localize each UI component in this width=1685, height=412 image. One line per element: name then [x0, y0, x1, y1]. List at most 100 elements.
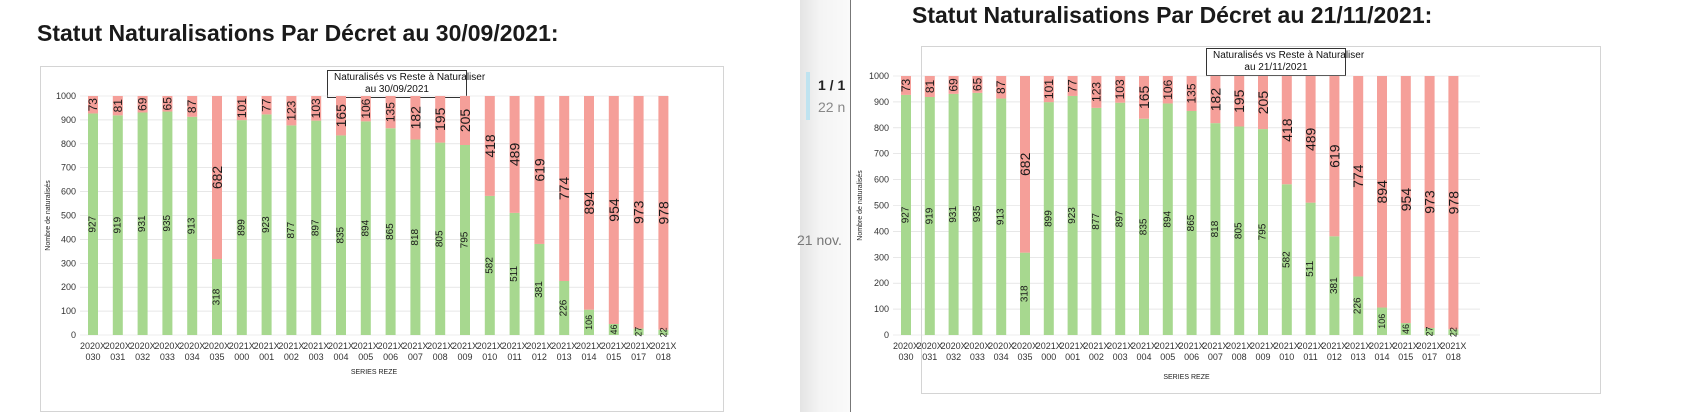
x-tick-label-series: 2020X: [179, 341, 205, 351]
x-tick-label-number: 031: [110, 352, 125, 362]
x-tick-label-series: 2021X: [1226, 341, 1252, 351]
bar-reste: [360, 96, 371, 122]
data-label-naturalises: 805: [1234, 222, 1245, 239]
y-tick-label: 800: [61, 139, 76, 149]
data-label-reste: 103: [1113, 79, 1127, 99]
chart-title-line2: au 30/09/2021: [365, 84, 429, 95]
data-label-reste: 101: [1042, 79, 1056, 99]
bar-reste: [1329, 76, 1340, 237]
bar-reste: [261, 96, 272, 115]
data-label-naturalises: 899: [236, 219, 247, 236]
data-label-reste: 619: [531, 158, 547, 182]
x-tick-label-number: 030: [898, 352, 913, 362]
data-label-naturalises: 835: [1139, 218, 1150, 235]
bar-naturalises: [88, 113, 98, 336]
bar-reste: [187, 96, 198, 117]
x-tick-label-series: 2021X: [452, 341, 478, 351]
bar-naturalises: [1353, 276, 1364, 335]
data-label-naturalises: 818: [1210, 220, 1221, 237]
bar-reste: [410, 96, 421, 140]
x-tick-label-number: 014: [1374, 352, 1389, 362]
bar-reste: [1210, 76, 1221, 124]
data-label-reste: 123: [284, 100, 298, 120]
bar-naturalises: [286, 125, 297, 335]
bar-naturalises: [460, 144, 470, 335]
bar-reste: [924, 76, 935, 97]
bar-reste: [1162, 76, 1173, 104]
page-title-right: Statut Naturalisations Par Décret au 21/…: [912, 2, 1433, 28]
bar-naturalises: [1210, 123, 1221, 335]
data-label-naturalises: 923: [1067, 207, 1078, 224]
chart-title-line1: Naturalisés vs Reste à Naturaliser: [334, 72, 486, 83]
bar-naturalises: [212, 258, 222, 335]
x-tick-label-series: 2021X: [378, 341, 404, 351]
bar-reste: [1448, 76, 1459, 330]
data-label-reste: 73: [899, 78, 913, 92]
bar-reste: [212, 96, 222, 259]
data-label-naturalises: 381: [534, 281, 545, 298]
data-label-reste: 894: [1374, 180, 1390, 204]
bar-reste: [1186, 76, 1197, 111]
bar-naturalises: [1067, 95, 1078, 336]
x-tick-label-number: 000: [1041, 352, 1056, 362]
x-tick-label-series: 2020X: [988, 341, 1014, 351]
data-label-reste: 123: [1089, 82, 1103, 102]
data-label-reste: 195: [1231, 89, 1247, 113]
bar-naturalises: [608, 324, 619, 335]
bar-naturalises: [948, 93, 959, 335]
data-label-reste: 774: [1350, 164, 1366, 188]
data-label-reste: 87: [185, 99, 199, 113]
bar-naturalises: [1281, 184, 1292, 335]
data-label-reste: 195: [432, 107, 448, 131]
data-label-reste: 87: [994, 80, 1008, 94]
bar-reste: [286, 96, 297, 126]
y-tick-label: 300: [61, 258, 76, 268]
data-label-reste: 135: [384, 102, 398, 122]
bar-naturalises: [633, 328, 644, 335]
x-tick-label-number: 031: [922, 352, 937, 362]
data-label-reste: 682: [209, 166, 225, 190]
x-tick-label-series: 2021X: [1179, 341, 1205, 351]
bar-naturalises: [1258, 129, 1268, 335]
data-label-naturalises: 795: [460, 231, 471, 248]
bar-naturalises: [658, 329, 669, 335]
bar-naturalises: [1329, 236, 1340, 335]
x-tick-label-series: 2021X: [1060, 341, 1086, 351]
data-label-naturalises: 805: [435, 230, 446, 247]
data-label-naturalises: 865: [1186, 214, 1197, 231]
x-tick-label-number: 017: [1422, 352, 1437, 362]
x-tick-label-series: 2021X: [1393, 341, 1419, 351]
data-label-reste: 973: [1422, 190, 1438, 214]
bar-reste: [1115, 76, 1126, 103]
x-tick-label-number: 034: [185, 352, 200, 362]
data-label-reste: 101: [235, 98, 249, 118]
bar-naturalises: [410, 139, 421, 335]
data-label-reste: 418: [482, 134, 498, 158]
bar-reste: [633, 96, 644, 329]
x-tick-label-series: 2021X: [303, 341, 329, 351]
x-tick-label-series: 2021X: [601, 341, 627, 351]
bar-naturalises: [187, 116, 198, 335]
x-tick-label-series: 2021X: [1321, 341, 1347, 351]
x-tick-label-number: 005: [1160, 352, 1175, 362]
data-label-naturalises: 46: [609, 324, 619, 334]
bar-naturalises: [1305, 202, 1316, 335]
data-label-reste: 418: [1279, 118, 1295, 142]
date-fragment: 21 nov.: [797, 232, 842, 248]
x-tick-label-number: 001: [1065, 352, 1080, 362]
chart-title-left: Naturalisés vs Reste à Naturaliser au 30…: [327, 70, 486, 98]
data-label-naturalises: 919: [112, 216, 123, 233]
data-label-naturalises: 913: [996, 208, 1007, 225]
page-indicator-highlight: [806, 72, 810, 120]
x-tick-label-number: 013: [1351, 352, 1366, 362]
count-fragment: 22 n: [818, 99, 846, 115]
x-tick-label-number: 009: [457, 352, 472, 362]
data-label-naturalises: 318: [1020, 285, 1031, 302]
x-tick-label-series: 2021X: [1345, 341, 1371, 351]
bar-reste: [311, 96, 322, 121]
bar-naturalises: [112, 115, 123, 335]
bar-reste: [972, 76, 983, 93]
x-tick-label-number: 017: [631, 352, 646, 362]
data-label-naturalises: 899: [1043, 210, 1054, 227]
data-label-reste: 894: [581, 191, 597, 215]
